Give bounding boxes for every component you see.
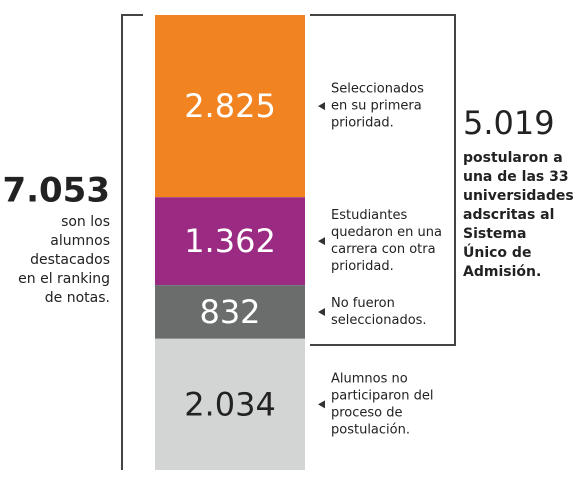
- segment-description: participaron del: [331, 388, 434, 403]
- left-bracket: [121, 14, 143, 470]
- total-description: en el ranking: [18, 271, 110, 287]
- value-label: 832: [199, 293, 260, 331]
- value-label: 1.362: [184, 222, 276, 260]
- value-label: 2.034: [184, 385, 276, 423]
- pointer-arrow: [318, 102, 325, 111]
- segment-description: en su primera: [331, 99, 422, 114]
- bar-segment: [155, 285, 305, 339]
- subtotal-description: Único de: [463, 243, 531, 261]
- value-label: 2.825: [184, 87, 276, 125]
- pointer-arrow: [318, 307, 325, 316]
- subtotal-description: Admisión.: [463, 264, 541, 280]
- segment-description: Seleccionados: [331, 82, 424, 97]
- total-value: 7.053: [2, 171, 110, 211]
- segment-description: Estudiantes: [331, 208, 407, 223]
- segment-description: carrera con otra: [331, 242, 436, 257]
- bar-segment: [155, 15, 305, 198]
- bar-segment: [155, 197, 305, 286]
- subtotal-description: universidades: [463, 188, 574, 204]
- pointer-arrow: [318, 400, 325, 409]
- bar-segment: [155, 338, 305, 470]
- total-description: son los: [61, 214, 110, 230]
- segment-description: quedaron en una: [331, 225, 442, 240]
- total-description: de notas.: [45, 290, 110, 306]
- subtotal-description: adscritas al: [463, 207, 554, 223]
- segment-description: Alumnos no: [331, 371, 408, 386]
- pointer-arrow: [318, 237, 325, 246]
- segment-description: proceso de: [331, 405, 403, 420]
- right-bracket: [310, 14, 456, 346]
- total-description: alumnos: [50, 233, 110, 249]
- segment-description: prioridad.: [331, 259, 394, 274]
- total-description: destacados: [30, 252, 110, 268]
- segment-description: postulación.: [331, 422, 410, 437]
- segment-description: seleccionados.: [331, 313, 427, 328]
- subtotal-value: 5.019: [463, 104, 555, 142]
- subtotal-description: Sistema: [463, 226, 526, 242]
- subtotal-description: postularon a: [463, 150, 563, 166]
- segment-description: prioridad.: [331, 116, 394, 131]
- segment-description: No fueron: [331, 296, 395, 311]
- subtotal-description: una de las 33: [463, 169, 569, 185]
